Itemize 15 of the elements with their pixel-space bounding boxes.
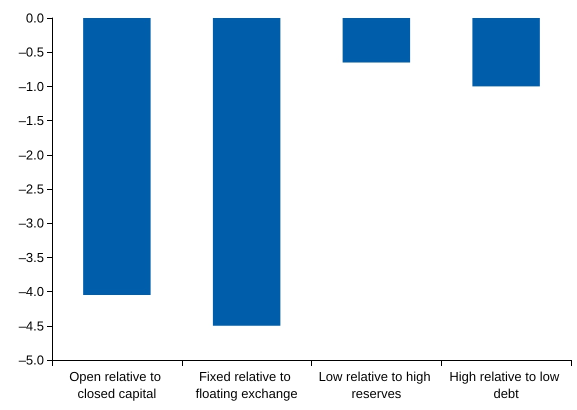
y-tick-label: 0.0 <box>26 10 44 26</box>
y-tick-label: –1.0 <box>18 78 44 94</box>
y-tick-label: –2.5 <box>18 182 44 196</box>
x-tick-label: Fixed relative to floating exchange <box>196 369 298 401</box>
y-tick-label: –4.5 <box>18 318 44 334</box>
y-tick-label: –0.5 <box>18 44 44 60</box>
y-tick-label: –1.5 <box>18 113 44 128</box>
x-tick-label: Low relative to high reserves <box>318 369 434 401</box>
y-tick-label: –3.0 <box>18 216 44 231</box>
y-tick-label: –5.0 <box>18 352 44 368</box>
x-tick-label: High relative to low debt <box>449 369 563 401</box>
y-tick-label: –3.5 <box>18 250 44 265</box>
x-tick-label: Open relative to closed capital <box>69 369 165 401</box>
y-tick-label: –2.0 <box>18 147 44 162</box>
y-tick-label: –4.0 <box>18 284 44 300</box>
